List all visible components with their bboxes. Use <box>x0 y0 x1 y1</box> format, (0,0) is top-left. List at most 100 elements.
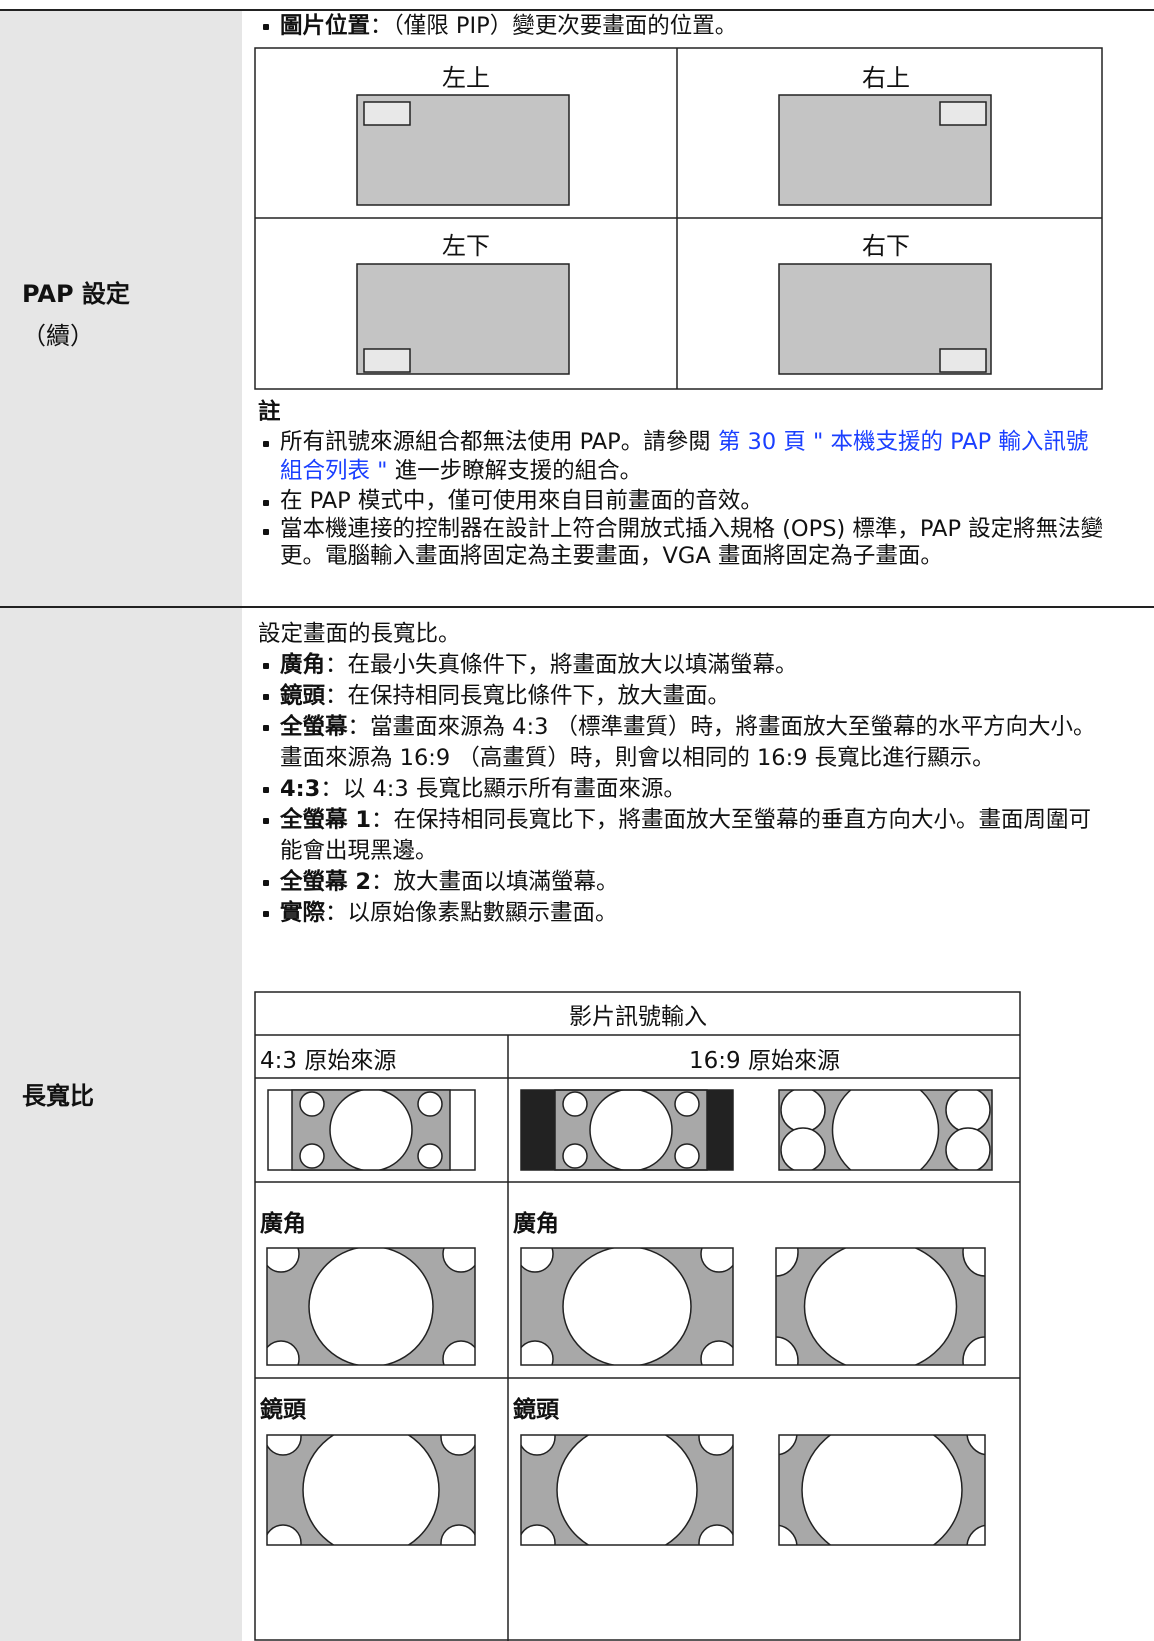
circle <box>442 1340 475 1365</box>
circle <box>962 1248 985 1277</box>
item: 全螢幕 2：放大畫面以填滿螢幕。 <box>258 867 1106 898</box>
circle <box>299 1143 325 1169</box>
note-text: 進一步瞭解支援的組合。 <box>387 458 643 484</box>
note-text: 所有訊號來源組合都無法使用 PAP。請參閱 <box>280 428 718 455</box>
picture <box>292 1090 450 1170</box>
item: 全螢幕：當畫面來源為 4:3 （標準畫質）時，將畫面放大至螢幕的水平方向大小。畫… <box>258 712 1106 774</box>
circle <box>521 1248 554 1273</box>
picture <box>521 1435 733 1545</box>
circle <box>700 1340 733 1365</box>
intro: 設定畫面的長寬比。 <box>258 621 461 647</box>
circle <box>267 1248 300 1273</box>
notes: 註 所有訊號來源組合都無法使用 PAP。請參閱 第 30 頁 " 本機支援的 P… <box>258 398 1106 570</box>
picture <box>779 1090 992 1170</box>
circle <box>674 1091 700 1117</box>
item-text: ：放大畫面以填滿螢幕。 <box>371 869 619 895</box>
picture <box>779 1435 985 1545</box>
frame <box>778 1089 993 1171</box>
circle <box>779 1435 798 1456</box>
circle <box>966 1435 985 1456</box>
item: 4:3：以 4:3 長寬比顯示所有畫面來源。 <box>258 774 1106 805</box>
item: 圖片位置：（僅限 PIP）變更次要畫面的位置。 <box>258 11 1106 41</box>
term: 4:3 <box>280 776 321 802</box>
col-header: 16:9 原始來源 <box>689 1048 840 1074</box>
circle <box>780 1090 826 1133</box>
circle <box>267 1524 302 1545</box>
item: 廣角：在最小失真條件下，將畫面放大以填滿螢幕。 <box>258 650 1106 681</box>
frame <box>778 1434 986 1546</box>
circle <box>329 1090 413 1170</box>
position: 左下 <box>442 232 490 260</box>
item-text: ：在最小失真條件下，將畫面放大以填滿螢幕。 <box>325 652 798 678</box>
item: 全螢幕 1：在保持相同長寬比下，將畫面放大至螢幕的垂直方向大小。畫面周圍可能會出… <box>258 805 1106 867</box>
circle <box>945 1090 991 1133</box>
frame <box>291 1089 451 1171</box>
circle <box>302 1435 440 1545</box>
item-text: ：在保持相同長寬比下，將畫面放大至螢幕的垂直方向大小。畫面周圍可能會出現黑邊。 <box>280 807 1092 864</box>
link[interactable]: 第 30 頁 " 本機支援的 PAP 輸入訊號組合列表 " <box>280 428 1089 485</box>
circle <box>780 1127 826 1170</box>
position: 右下 <box>862 232 910 260</box>
frame <box>520 1247 734 1366</box>
circle <box>962 1336 985 1365</box>
col-header: 4:3 原始來源 <box>260 1048 397 1074</box>
mode: 鏡頭 <box>513 1397 559 1423</box>
circle <box>803 1248 958 1365</box>
circle <box>966 1524 985 1545</box>
item-text: ：以 4:3 長寬比顯示所有畫面來源。 <box>320 776 686 802</box>
circle <box>562 1143 588 1169</box>
term: 鏡頭 <box>280 683 326 709</box>
picture <box>776 1248 985 1365</box>
row-label: PAP 設定 <box>22 280 130 308</box>
position: 左上 <box>442 64 490 92</box>
circle <box>698 1524 733 1545</box>
note-title: 註 <box>258 399 281 425</box>
circle <box>556 1435 698 1545</box>
picture <box>267 1248 475 1365</box>
circle <box>562 1091 588 1117</box>
mode: 廣角 <box>513 1211 559 1237</box>
circle <box>698 1435 733 1456</box>
term: 全螢幕 <box>280 714 348 740</box>
frame <box>266 1434 476 1546</box>
row-label-cont: （續） <box>22 322 94 350</box>
circle <box>674 1143 700 1169</box>
circle <box>521 1524 556 1545</box>
circle <box>267 1435 302 1456</box>
table-header: 影片訊號輸入 <box>569 1004 707 1030</box>
row-label: 長寬比 <box>22 1082 94 1110</box>
item-text: ：當畫面來源為 4:3 （標準畫質）時，將畫面放大至螢幕的水平方向大小。畫面來源… <box>280 714 1096 771</box>
bar <box>521 1090 555 1170</box>
circle <box>779 1524 798 1545</box>
circle <box>776 1336 799 1365</box>
table-frame <box>254 991 1021 1641</box>
note-text: 在 PAP 模式中，僅可使用來自目前畫面的音效。 <box>280 487 763 514</box>
items: 設定畫面的長寬比。 廣角：在最小失真條件下，將畫面放大以填滿螢幕。 鏡頭：在保持相… <box>258 619 1106 929</box>
item: 鏡頭：在保持相同長寬比條件下，放大畫面。 <box>258 681 1106 712</box>
circle <box>521 1435 556 1456</box>
circle <box>831 1090 940 1170</box>
frame <box>775 1247 986 1366</box>
item-text: ：在保持相同長寬比條件下，放大畫面。 <box>325 683 731 709</box>
term: 圖片位置 <box>280 13 371 39</box>
circle <box>299 1091 325 1117</box>
circle <box>267 1340 300 1365</box>
item-text: ：（僅限 PIP）變更次要畫面的位置。 <box>370 13 738 39</box>
note-text: 當本機連接的控制器在設計上符合開放式插入規格 (OPS) 標準，PAP 設定將無… <box>280 516 1104 569</box>
mode: 鏡頭 <box>260 1397 306 1423</box>
circle <box>801 1435 963 1545</box>
sub-screen <box>363 101 411 126</box>
bar <box>707 1090 733 1170</box>
frame <box>520 1089 734 1171</box>
frame <box>520 1434 734 1546</box>
circle <box>417 1091 443 1117</box>
circle <box>440 1524 475 1545</box>
sub-screen <box>939 101 987 126</box>
term: 實際 <box>280 900 326 926</box>
term: 全螢幕 2 <box>280 869 371 895</box>
circle <box>562 1248 692 1365</box>
term: 廣角 <box>280 652 326 678</box>
circle <box>521 1340 554 1365</box>
